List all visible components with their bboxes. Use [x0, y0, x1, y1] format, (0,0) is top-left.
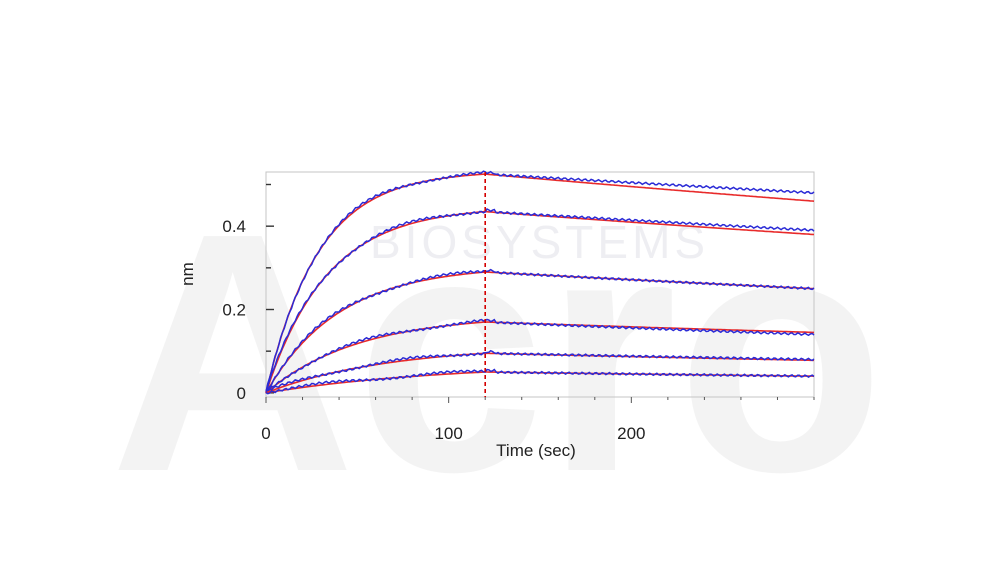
- axes: 0 100 200 0 0.2 0.4: [222, 183, 815, 443]
- watermark-text: BIOSYSTEMS: [370, 216, 709, 268]
- y-tick-label: 0: [237, 384, 246, 403]
- plot-frame: [265, 171, 815, 398]
- x-tick-label: 200: [617, 424, 645, 443]
- curves: [265, 170, 815, 395]
- y-tick-label: 0.4: [222, 217, 246, 236]
- x-tick-label: 100: [434, 424, 462, 443]
- watermark: Acro BIOSYSTEMS: [110, 163, 885, 543]
- measured-curve-1: [265, 170, 815, 393]
- measured-curve-5: [265, 349, 815, 393]
- y-axis-label: nm: [178, 262, 197, 286]
- x-axis-label: Time (sec): [496, 441, 576, 460]
- fit-curve-1: [265, 173, 815, 393]
- x-tick-label: 0: [261, 424, 270, 443]
- measured-curve-6: [265, 368, 815, 395]
- measured-curve-4: [266, 318, 815, 393]
- y-tick-label: 0.2: [222, 301, 246, 320]
- measured-curve-2: [265, 208, 815, 392]
- measured-curve-3: [265, 268, 815, 394]
